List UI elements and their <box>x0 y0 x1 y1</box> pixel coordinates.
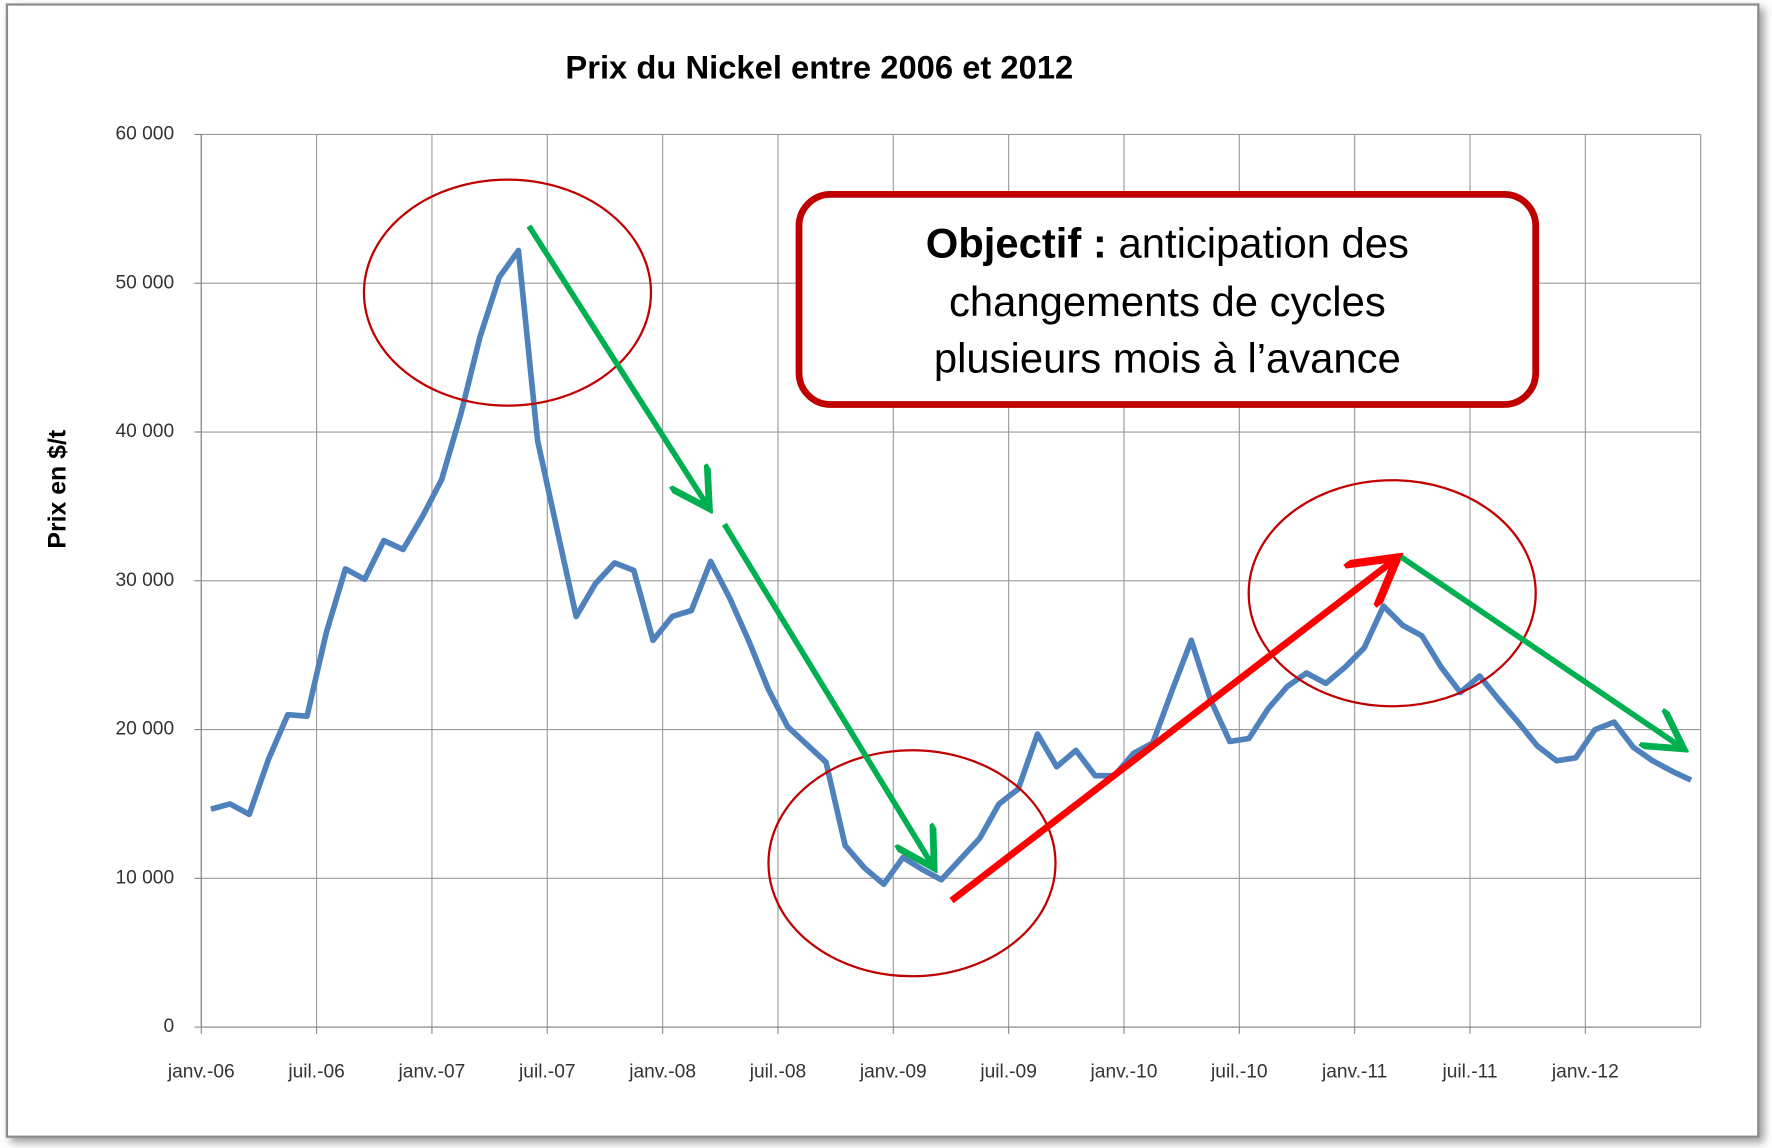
x-tick-label: janv.-09 <box>859 1061 927 1082</box>
x-tick-label: janv.-10 <box>1090 1061 1158 1082</box>
annotation-line: plusieurs mois à l’avance <box>934 335 1401 382</box>
annotation-bold: Objectif : <box>926 219 1107 266</box>
trend-arrow <box>949 562 1393 904</box>
y-tick-label: 30 000 <box>115 570 174 591</box>
chart-title: Prix du Nickel entre 2006 et 2012 <box>565 49 1073 86</box>
y-axis-label: Prix en $/t <box>44 430 71 549</box>
x-tick-label: janv.-08 <box>628 1061 696 1082</box>
annotation-box <box>795 190 1540 408</box>
annotations: Objectif : anticipation des changements … <box>362 178 1679 978</box>
y-tick-label: 40 000 <box>115 421 174 442</box>
highlight-ellipse <box>767 749 1057 978</box>
highlight-ellipse <box>362 178 653 407</box>
trend-arrow <box>722 522 931 863</box>
x-tick-label: juil.-10 <box>1210 1061 1268 1082</box>
x-tick-label: juil.-06 <box>287 1061 345 1082</box>
x-tick-label: juil.-11 <box>1441 1061 1497 1082</box>
data-line <box>210 247 1693 888</box>
y-tick-label: 60 000 <box>115 124 174 145</box>
x-tick-label: janv.-07 <box>398 1061 466 1082</box>
annotation-line: changements de cycles <box>949 278 1386 325</box>
x-tick-label: janv.-12 <box>1551 1061 1619 1082</box>
y-tick-label: 10 000 <box>115 867 174 888</box>
annotation-line: anticipation des <box>1118 219 1408 266</box>
annotation-text: Objectif : anticipation des <box>926 219 1409 266</box>
plot: 0 10 000 20 000 30 000 40 000 50 000 60 000 jan… <box>115 124 1702 1082</box>
x-tick-label: juil.-07 <box>518 1061 576 1082</box>
chart-frame <box>5 3 1760 1138</box>
y-tick-label: 0 <box>163 1016 174 1037</box>
x-tick-label: janv.-11 <box>1321 1061 1387 1082</box>
trend-arrow <box>526 224 706 504</box>
highlight-ellipse <box>1247 479 1537 708</box>
x-tick-label: juil.-08 <box>749 1061 807 1082</box>
x-tick-label: juil.-09 <box>979 1061 1037 1082</box>
y-tick-label: 50 000 <box>115 272 174 293</box>
y-tick-label: 20 000 <box>115 719 174 740</box>
trend-arrow <box>1399 554 1679 746</box>
x-tick-label: janv.-06 <box>167 1061 235 1082</box>
